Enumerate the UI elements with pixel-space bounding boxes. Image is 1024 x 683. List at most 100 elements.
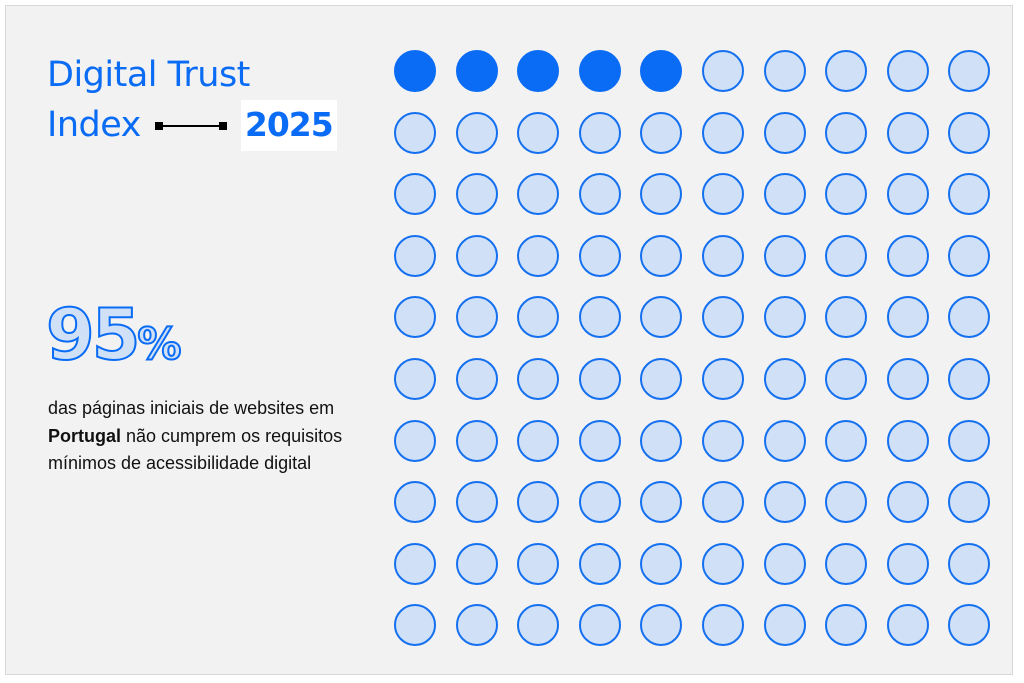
filled-dot <box>455 50 498 92</box>
empty-dot <box>825 296 868 339</box>
year-label: 2025 <box>240 100 337 151</box>
empty-dot <box>825 173 868 216</box>
empty-dot <box>825 111 868 154</box>
empty-dot <box>763 50 806 92</box>
empty-dot <box>517 542 560 585</box>
empty-dot <box>640 419 683 462</box>
empty-dot <box>640 111 683 154</box>
dot-grid <box>394 50 991 647</box>
empty-dot <box>825 481 868 524</box>
empty-dot <box>701 542 744 585</box>
empty-dot <box>394 604 436 647</box>
empty-dot <box>701 173 744 216</box>
empty-dot <box>763 604 806 647</box>
empty-dot <box>640 481 683 524</box>
empty-dot <box>763 111 806 154</box>
empty-dot <box>455 296 498 339</box>
page-title: Digital Trust Index 2025 <box>47 51 337 151</box>
empty-dot <box>455 481 498 524</box>
empty-dot <box>578 173 621 216</box>
filled-dot <box>517 50 560 92</box>
empty-dot <box>763 173 806 216</box>
empty-dot <box>825 604 868 647</box>
empty-dot <box>948 111 991 154</box>
empty-dot <box>517 481 560 524</box>
statistic-number: 95 <box>45 293 141 377</box>
empty-dot <box>640 357 683 400</box>
empty-dot <box>886 173 929 216</box>
empty-dot <box>763 296 806 339</box>
title-line-1: Digital Trust <box>47 55 250 95</box>
empty-dot <box>763 419 806 462</box>
empty-dot <box>578 357 621 400</box>
empty-dot <box>640 604 683 647</box>
connector-end-dot <box>218 121 227 130</box>
empty-dot <box>517 604 560 647</box>
empty-dot <box>948 604 991 647</box>
empty-dot <box>825 419 868 462</box>
connector-bar <box>158 124 223 127</box>
empty-dot <box>948 542 991 585</box>
empty-dot <box>394 419 436 462</box>
empty-dot <box>948 481 991 524</box>
empty-dot <box>517 173 560 216</box>
headline-statistic: 95% <box>45 293 183 377</box>
filled-dot <box>578 50 621 92</box>
title-index-word: Index <box>47 105 141 145</box>
empty-dot <box>701 419 744 462</box>
empty-dot <box>948 50 991 92</box>
empty-dot <box>455 111 498 154</box>
empty-dot <box>578 604 621 647</box>
statistic-unit: % <box>136 318 182 371</box>
empty-dot <box>578 111 621 154</box>
empty-dot <box>578 296 621 339</box>
empty-dot <box>701 296 744 339</box>
empty-dot <box>394 481 436 524</box>
empty-dot <box>886 111 929 154</box>
description-part-1: das páginas iniciais de websites em <box>48 398 335 418</box>
empty-dot <box>517 296 560 339</box>
empty-dot <box>948 357 991 400</box>
empty-dot <box>578 481 621 524</box>
empty-dot <box>763 542 806 585</box>
empty-dot <box>701 604 744 647</box>
infographic-card: Digital Trust Index 2025 95% das páginas… <box>5 5 1013 675</box>
statistic-description: das páginas iniciais de websites em Port… <box>48 395 368 478</box>
empty-dot <box>825 50 868 92</box>
title-line-2: Index 2025 <box>47 100 337 151</box>
empty-dot <box>763 234 806 277</box>
empty-dot <box>640 234 683 277</box>
empty-dot <box>455 604 498 647</box>
empty-dot <box>886 50 929 92</box>
empty-dot <box>825 234 868 277</box>
empty-dot <box>948 234 991 277</box>
empty-dot <box>578 419 621 462</box>
empty-dot <box>886 357 929 400</box>
empty-dot <box>886 419 929 462</box>
empty-dot <box>701 234 744 277</box>
empty-dot <box>886 481 929 524</box>
empty-dot <box>394 296 436 339</box>
empty-dot <box>886 604 929 647</box>
empty-dot <box>886 542 929 585</box>
empty-dot <box>886 234 929 277</box>
empty-dot <box>394 357 436 400</box>
empty-dot <box>948 296 991 339</box>
filled-dot <box>640 50 683 92</box>
empty-dot <box>394 234 436 277</box>
empty-dot <box>517 419 560 462</box>
empty-dot <box>701 357 744 400</box>
empty-dot <box>517 357 560 400</box>
empty-dot <box>825 542 868 585</box>
empty-dot <box>578 542 621 585</box>
filled-dot <box>394 50 436 92</box>
empty-dot <box>640 173 683 216</box>
empty-dot <box>517 234 560 277</box>
empty-dot <box>763 481 806 524</box>
empty-dot <box>455 173 498 216</box>
empty-dot <box>455 542 498 585</box>
empty-dot <box>701 481 744 524</box>
empty-dot <box>948 173 991 216</box>
empty-dot <box>948 419 991 462</box>
description-highlight: Portugal <box>48 425 122 446</box>
